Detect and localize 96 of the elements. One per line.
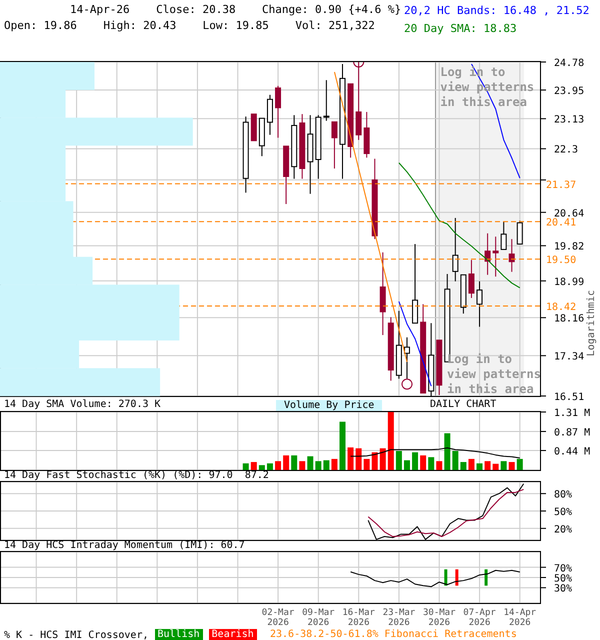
candlestick	[500, 221, 507, 250]
text: Bullish	[154, 629, 203, 640]
candlestick	[404, 336, 410, 380]
bar	[428, 457, 434, 470]
bar	[315, 461, 322, 470]
chart-title: 14 Day HCS Intraday Momentum (IMI): 60.7	[4, 540, 245, 551]
bar	[291, 455, 298, 470]
x-tick-label: 30-Mar 2026	[422, 608, 456, 628]
chart-title: 14 Day Fast Stochastic (%K) (%D): 97.0 87.2	[4, 470, 269, 481]
text: Bearish	[208, 629, 257, 640]
y-axis-title: Logarithmic	[586, 290, 597, 356]
y-tick-label: 20.64	[554, 208, 584, 220]
y-tick-label: 80%	[554, 490, 572, 501]
chart-subtitle: Open: 19.86 High: 20.43 Low: 19.85 Vol: 251,322	[4, 19, 375, 32]
bar	[323, 460, 330, 470]
x-tick-label: 02-Mar 2026	[262, 608, 295, 628]
bar	[476, 463, 483, 470]
bar	[460, 462, 466, 470]
y-tick-label: 30%	[554, 584, 572, 595]
candlestick	[508, 238, 515, 272]
bar	[492, 464, 499, 470]
y-tick-label: 16.51	[554, 392, 584, 403]
bar	[356, 448, 362, 470]
bar	[266, 463, 273, 470]
bar	[468, 458, 474, 470]
candlestick	[323, 80, 330, 122]
ref-line-label: 19.50	[546, 255, 576, 266]
candlestick	[492, 236, 499, 278]
y-tick-label: 18.16	[554, 314, 584, 325]
x-tick-label: 07-Apr 2026	[463, 608, 496, 628]
candlestick	[356, 62, 362, 140]
bar	[242, 463, 249, 470]
bar	[340, 422, 346, 470]
bar	[500, 461, 507, 470]
text: 23.6-38.2-50-61.8% Fibonacci Retracements	[270, 629, 517, 640]
candlestick	[331, 121, 338, 170]
bar	[452, 450, 458, 470]
y-tick-label: 0.44 M	[554, 446, 590, 458]
candlestick	[452, 217, 458, 282]
bar	[283, 455, 290, 470]
text: 20 Day SMA: 18.83	[404, 21, 517, 36]
bar	[331, 458, 338, 470]
legend-title: % K - HCS IMI Crossover,	[4, 630, 148, 640]
line-series	[350, 447, 520, 459]
x-tick-label: 23-Mar 2026	[382, 608, 416, 628]
ref-line-label: 21.37	[546, 180, 576, 191]
y-tick-label: 70%	[554, 563, 572, 574]
chart-title: 14 Day SMA Volume: 270.3 K	[4, 399, 161, 410]
y-tick-label: 23.95	[554, 86, 584, 98]
bar	[420, 455, 426, 470]
bar	[396, 450, 402, 470]
y-tick-label: 50%	[554, 574, 572, 584]
y-tick-label: 0.87 M	[554, 427, 590, 438]
bar	[516, 458, 523, 470]
line-series	[398, 162, 520, 288]
x-tick-label: 14-Apr 2026	[504, 608, 537, 628]
candlestick	[468, 259, 474, 298]
bar	[348, 447, 354, 470]
bar	[508, 462, 515, 470]
text: Volume By Price	[276, 400, 382, 412]
y-tick-label: 1.31 M	[554, 408, 590, 419]
ref-line-label: 18.42	[546, 302, 576, 313]
text: DAILY CHART	[430, 399, 496, 410]
ref-line-label: 20.41	[546, 218, 576, 229]
candlestick	[476, 280, 483, 328]
candlestick	[266, 94, 273, 136]
y-tick-label: 22.3	[554, 144, 578, 156]
chart-title: 14-Apr-26 Close: 20.38 Change: 0.90 {+4.6 %}	[70, 3, 402, 16]
y-tick-label: 50%	[554, 507, 572, 518]
bar	[250, 462, 257, 470]
bar	[307, 456, 314, 470]
line-series	[350, 570, 520, 588]
y-tick-label: 18.99	[554, 276, 584, 288]
y-tick-label: 23.13	[554, 114, 584, 126]
bar	[412, 452, 418, 470]
bar	[372, 452, 378, 470]
bar	[258, 465, 265, 470]
bar	[404, 460, 410, 470]
bar	[275, 461, 282, 470]
x-tick-label: 09-Mar 2026	[302, 608, 336, 628]
bar	[388, 412, 394, 470]
candlestick	[516, 220, 523, 245]
bar	[444, 433, 450, 470]
bar	[436, 461, 442, 470]
y-tick-label: 24.78	[554, 58, 584, 69]
x-tick-label: 16-Mar 2026	[342, 608, 376, 628]
candlestick	[412, 244, 418, 324]
text: 20,2 HC Bands: 16.48 , 21.52	[404, 3, 590, 18]
candlestick	[275, 85, 282, 138]
y-tick-label: 20%	[554, 524, 572, 536]
y-tick-label: 19.82	[554, 242, 584, 253]
bar	[484, 461, 491, 470]
y-tick-label: 17.34	[554, 352, 584, 363]
bar	[364, 458, 370, 470]
bar	[380, 448, 386, 470]
bar	[299, 461, 306, 470]
